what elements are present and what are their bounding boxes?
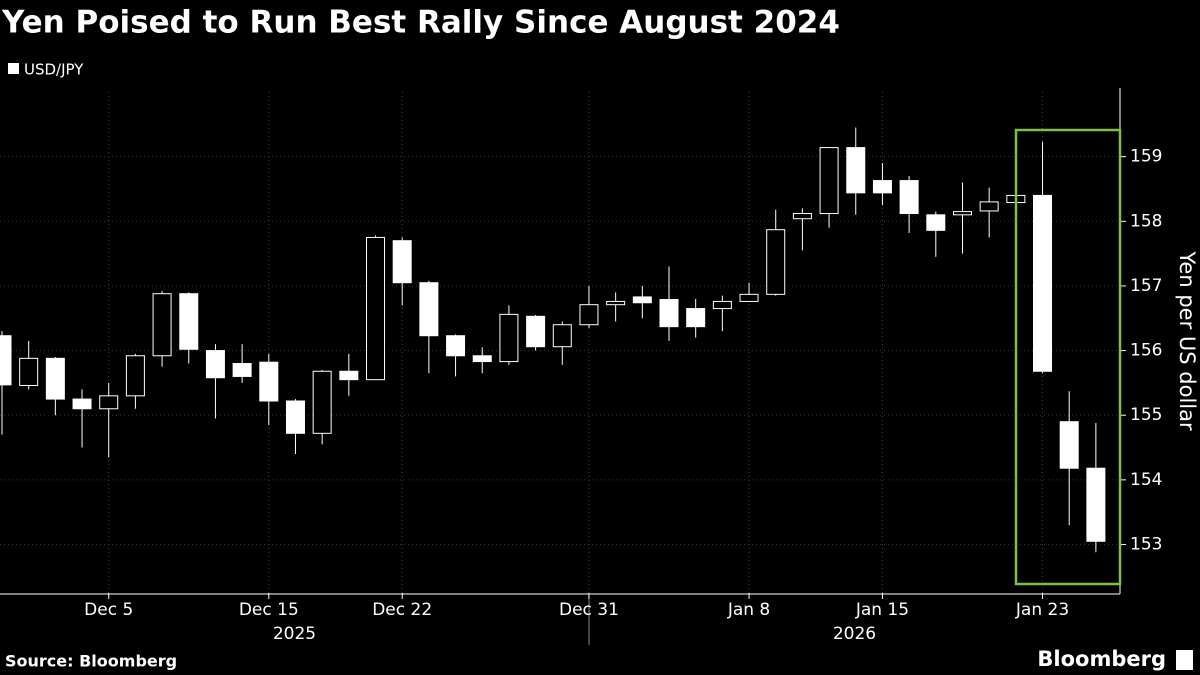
candle-body [1086,467,1106,542]
candle-body [552,324,572,348]
y-tick-label: 159 [1130,147,1162,167]
candle-body [979,201,999,212]
brand: Bloomberg [1037,647,1166,671]
candle-body [526,315,546,348]
year-label: 2026 [833,624,876,644]
candle-body [446,335,466,357]
candle-body [712,300,732,310]
candle-body [19,357,39,386]
candle-body [366,236,386,381]
x-tick-label: Dec 31 [559,600,619,620]
candle-body [285,400,305,434]
candle-body [659,299,679,328]
highlight-box [1014,128,1122,586]
candle-body [1059,421,1079,469]
candle-body [232,363,252,377]
candle-body [872,180,892,194]
candle-body [99,395,119,410]
candle-body [72,398,92,410]
candle-body [312,370,332,434]
candle-body [419,282,439,337]
candle-body [152,293,172,357]
y-axis-label: Yen per US dollar [1175,250,1199,431]
candle-body [579,304,599,326]
chart-title: Yen Poised to Run Best Rally Since Augus… [1,5,840,41]
candle-body [205,350,225,379]
brand-icon [1176,650,1193,670]
candle-body [1033,194,1053,372]
y-tick-label: 154 [1130,470,1162,490]
candle-body [739,293,759,302]
candle-body [45,357,65,400]
candle-body [632,296,652,304]
legend-label: USD/JPY [24,61,84,79]
y-tick-label: 158 [1130,211,1162,231]
candle-body [766,229,786,295]
candle-body [472,355,492,363]
y-tick-label: 153 [1130,535,1162,555]
candle-body [499,313,519,363]
candle-body [392,240,412,284]
candle-body [686,308,706,328]
candle-body [179,293,199,350]
year-label: 2025 [273,624,316,644]
legend-swatch [8,63,19,74]
y-tick-label: 156 [1130,341,1162,361]
candle-body [606,300,626,306]
candle-body [952,211,972,216]
candle-body [819,147,839,215]
y-tick-label: 155 [1130,405,1162,425]
candle-body [899,180,919,215]
source: Source: Bloomberg [5,652,177,671]
candle-body [125,355,145,397]
x-tick-label: Jan 8 [727,600,770,620]
x-tick-label: Dec 22 [372,600,432,620]
candle-body [259,361,279,402]
candle-body [0,335,12,386]
candle-body [926,214,946,231]
x-tick-label: Dec 15 [239,600,299,620]
candle-body [792,213,812,220]
x-tick-label: Jan 23 [1015,600,1069,620]
y-tick-label: 157 [1130,276,1162,296]
x-tick-label: Dec 5 [84,600,133,620]
candle-body [339,370,359,381]
x-tick-label: Jan 15 [855,600,909,620]
candle-body [846,147,866,194]
